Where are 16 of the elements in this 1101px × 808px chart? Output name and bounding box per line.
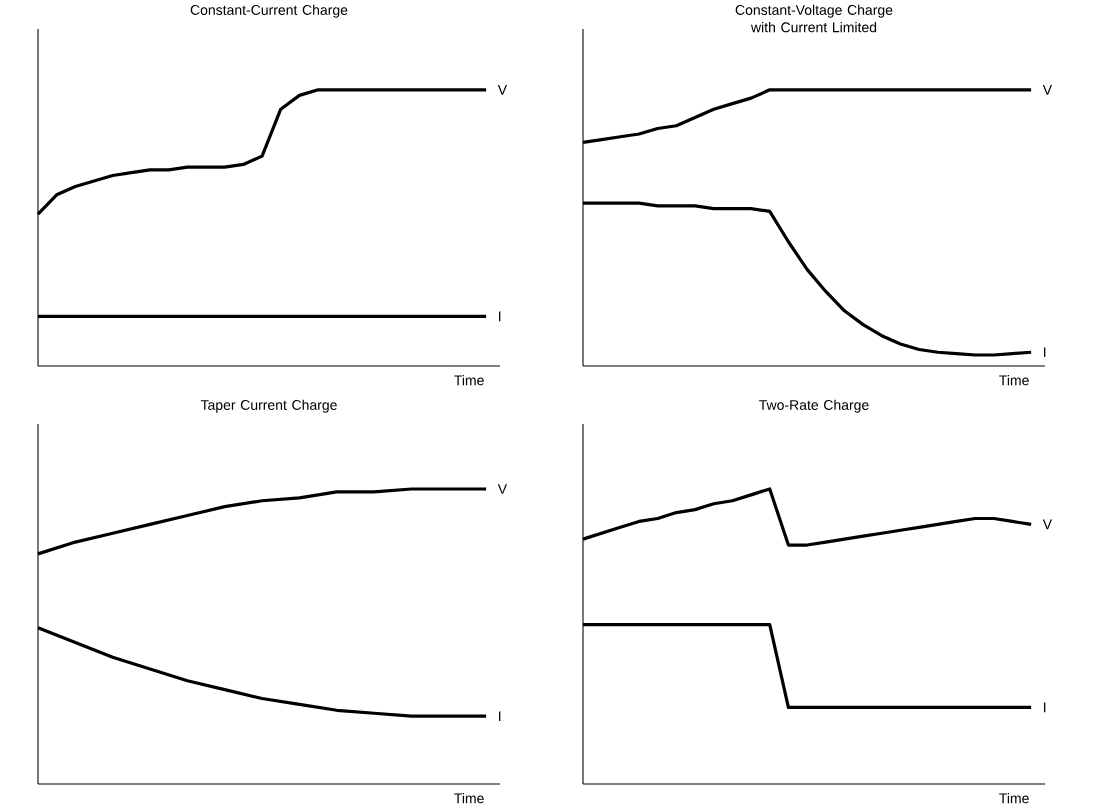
series-label: V xyxy=(497,484,508,494)
x-axis-title: Time xyxy=(999,375,1029,386)
chart-title: Two-Rate Charge xyxy=(759,399,869,413)
series-label: I xyxy=(1044,347,1046,358)
series-label: I xyxy=(499,711,501,722)
x-axis-title: Time xyxy=(999,793,1029,804)
series-label: V xyxy=(1042,85,1053,95)
x-axis-title: Time xyxy=(454,375,484,386)
chart-title: Constant-Current Charge xyxy=(190,4,348,18)
chart-title: Constant-Voltage Charge with Current Limited xyxy=(735,4,893,33)
series-label: I xyxy=(499,311,501,322)
series-label: V xyxy=(497,85,508,95)
x-axis-title: Time xyxy=(454,793,484,804)
series-label: V xyxy=(1042,519,1053,530)
chart-title: Taper Current Charge xyxy=(200,399,337,413)
series-label: I xyxy=(1044,702,1046,713)
